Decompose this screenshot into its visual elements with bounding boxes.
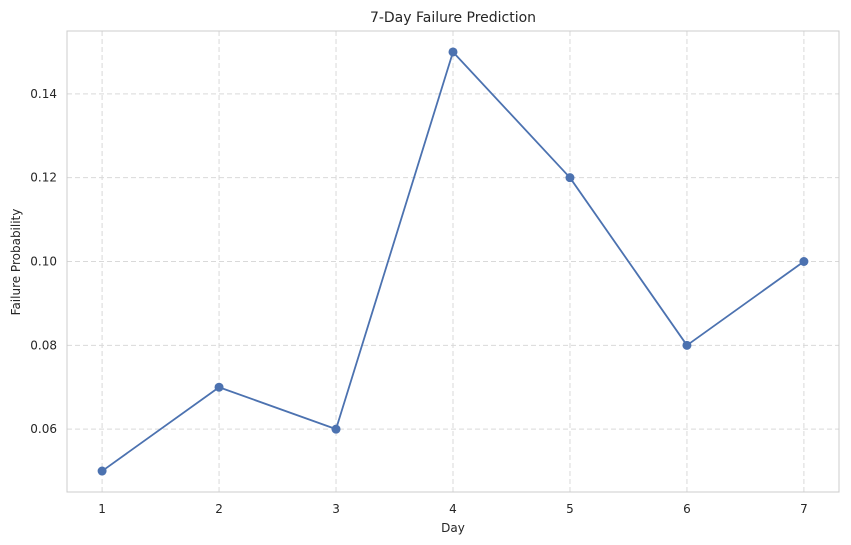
x-tick-label: 4 [449, 502, 457, 516]
y-tick-label: 0.10 [30, 255, 57, 269]
series-layer [97, 47, 809, 476]
data-point [682, 340, 692, 350]
y-tick-label: 0.06 [30, 422, 57, 436]
x-tick-label: 3 [332, 502, 340, 516]
data-point [97, 466, 107, 476]
x-tick-label: 6 [683, 502, 691, 516]
x-tick-label: 2 [215, 502, 223, 516]
x-tick-label: 5 [566, 502, 574, 516]
y-tick-label: 0.14 [30, 87, 57, 101]
plot-area [66, 30, 840, 493]
data-point [799, 257, 809, 266]
x-tick-label: 1 [98, 502, 106, 516]
x-axis-label: Day [441, 521, 465, 535]
axis-ticks: 1 2 3 4 5 6 7 0.06 0.08 0.10 0.12 0.14 [30, 87, 807, 516]
y-axis-label: Failure Probability [9, 209, 23, 316]
y-tick-label: 0.08 [30, 338, 57, 352]
data-point [448, 47, 458, 57]
x-tick-label: 7 [800, 502, 808, 516]
data-point [214, 382, 224, 392]
data-point [331, 424, 341, 434]
grid [67, 31, 839, 492]
data-point [565, 173, 575, 183]
chart-title: 7-Day Failure Prediction [370, 10, 536, 26]
y-tick-label: 0.12 [30, 171, 57, 185]
